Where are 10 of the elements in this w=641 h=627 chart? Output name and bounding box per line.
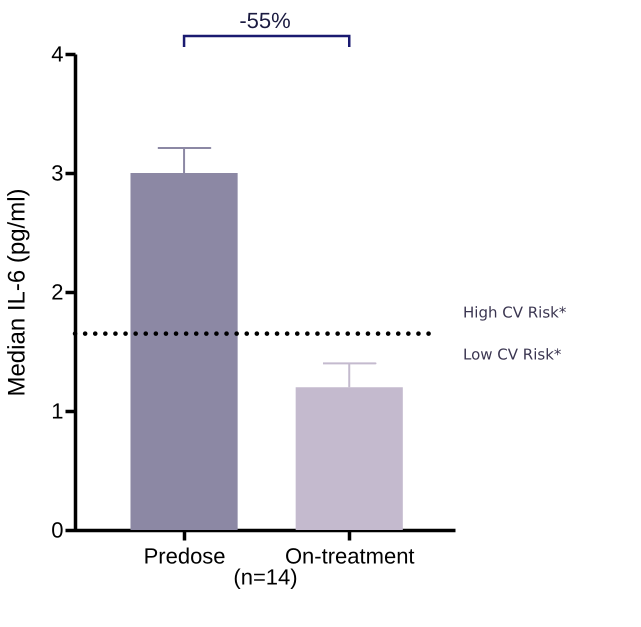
y-tick-label: 3 <box>51 160 64 186</box>
y-tick-label: 0 <box>51 518 64 542</box>
x-tick-label: Predose <box>144 544 226 568</box>
y-tick-label: 4 <box>51 42 64 66</box>
y-tick-label: 1 <box>51 398 64 424</box>
y-axis-title: Median IL-6 (pg/ml) <box>3 188 30 397</box>
text: Low CV Risk* <box>463 346 562 364</box>
text: -55% <box>239 8 291 33</box>
y-tick-label: 2 <box>51 280 64 304</box>
ref-line-label: High CV Risk* <box>463 304 567 322</box>
